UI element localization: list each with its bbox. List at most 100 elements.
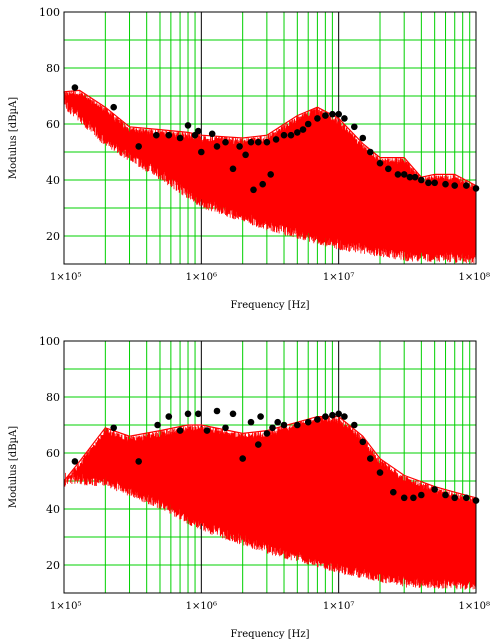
y-tick-label: 100	[39, 6, 60, 19]
data-point	[222, 138, 229, 146]
x-tick-label: 1×10⁵	[50, 601, 81, 612]
data-point	[254, 441, 262, 448]
data-point	[411, 173, 419, 181]
data-point	[71, 84, 79, 91]
data-point	[110, 103, 117, 111]
x-ticks-bottom: 1×10⁵ 1×10⁶ 1×10⁷ 1×10⁸	[50, 601, 490, 612]
data-point	[195, 410, 202, 418]
markers-top	[71, 84, 480, 194]
x-tick-label: 1×10⁸	[459, 272, 490, 283]
data-point	[250, 186, 257, 194]
markers-bottom	[71, 407, 480, 504]
data-point	[451, 182, 459, 189]
data-point	[280, 421, 288, 429]
data-point	[314, 416, 321, 423]
data-point	[110, 424, 117, 432]
data-point	[176, 427, 184, 434]
data-point	[229, 165, 237, 173]
data-point	[418, 176, 425, 184]
y-tick-label: 60	[46, 118, 60, 131]
data-point	[247, 418, 255, 426]
data-point	[222, 424, 229, 432]
data-point	[359, 134, 367, 142]
y-tick-label: 20	[46, 230, 60, 243]
data-point	[263, 138, 271, 146]
data-point	[294, 421, 301, 429]
data-point	[247, 138, 255, 146]
y-tick-label: 100	[39, 335, 60, 348]
data-point	[351, 421, 358, 429]
x-tick-label: 1×10⁸	[459, 601, 490, 612]
data-point	[229, 410, 237, 418]
data-point	[418, 491, 425, 499]
data-point	[304, 120, 312, 128]
data-point	[314, 115, 321, 122]
data-point	[322, 413, 329, 420]
data-point	[341, 115, 348, 122]
data-point	[213, 407, 221, 415]
data-point	[335, 110, 343, 118]
data-point	[272, 136, 280, 143]
data-point	[451, 494, 459, 502]
data-point	[335, 410, 343, 418]
y-ticks-top: 20 40 60 80 100	[39, 6, 60, 243]
data-point	[394, 171, 402, 178]
data-point	[367, 455, 374, 462]
data-point	[236, 143, 243, 150]
y-ticks-bottom: 20 40 60 80 100	[39, 335, 60, 572]
data-point	[195, 127, 202, 135]
y-tick-label: 80	[46, 62, 60, 75]
x-tick-label: 1×10⁶	[186, 272, 217, 283]
data-point	[299, 126, 307, 133]
data-point	[208, 130, 216, 138]
data-point	[259, 180, 267, 188]
data-point	[431, 179, 439, 187]
x-axis-label-bottom: Frequency [Hz]	[230, 629, 309, 640]
data-point	[442, 180, 449, 188]
y-tick-label: 40	[46, 174, 60, 187]
x-tick-label: 1×10⁷	[323, 601, 354, 612]
chart-bottom: 20 40 60 80 100 1×10⁵ 1×10⁶ 1×10⁷ 1×10⁸ Frequen…	[8, 335, 490, 640]
data-point	[341, 413, 348, 420]
trace-top	[63, 87, 477, 264]
data-point	[154, 421, 161, 429]
data-point	[322, 112, 329, 119]
data-point	[463, 494, 470, 502]
x-tick-label: 1×10⁷	[323, 272, 354, 283]
data-point	[425, 179, 432, 187]
data-point	[239, 455, 246, 462]
data-point	[376, 469, 384, 476]
data-point	[135, 458, 142, 465]
data-point	[274, 418, 282, 426]
data-point	[153, 131, 160, 139]
data-point	[304, 418, 312, 426]
data-point	[263, 430, 271, 437]
data-point	[385, 165, 392, 173]
x-ticks-top: 1×10⁵ 1×10⁶ 1×10⁷ 1×10⁸	[50, 272, 490, 283]
data-point	[280, 131, 288, 139]
data-point	[71, 458, 79, 465]
y-tick-label: 60	[46, 447, 60, 460]
data-point	[242, 151, 249, 159]
data-point	[463, 182, 470, 189]
data-point	[410, 494, 417, 502]
data-point	[135, 143, 142, 150]
data-point	[442, 491, 449, 499]
y-tick-label: 20	[46, 559, 60, 572]
data-point	[254, 138, 262, 146]
data-point	[329, 411, 336, 419]
data-point	[257, 413, 264, 420]
data-point	[203, 427, 211, 434]
spectrum-envelope	[63, 89, 477, 187]
data-point	[376, 159, 384, 167]
data-point	[165, 413, 173, 420]
data-point	[184, 410, 192, 418]
data-point	[198, 148, 205, 156]
data-point	[287, 131, 295, 139]
x-tick-label: 1×10⁵	[50, 272, 81, 283]
data-point	[269, 424, 276, 432]
chart-top: 20 40 60 80 100 1×10⁵ 1×10⁶ 1×10⁷ 1×10⁸ Frequen…	[8, 6, 490, 311]
data-point	[400, 494, 408, 502]
data-point	[431, 486, 439, 493]
